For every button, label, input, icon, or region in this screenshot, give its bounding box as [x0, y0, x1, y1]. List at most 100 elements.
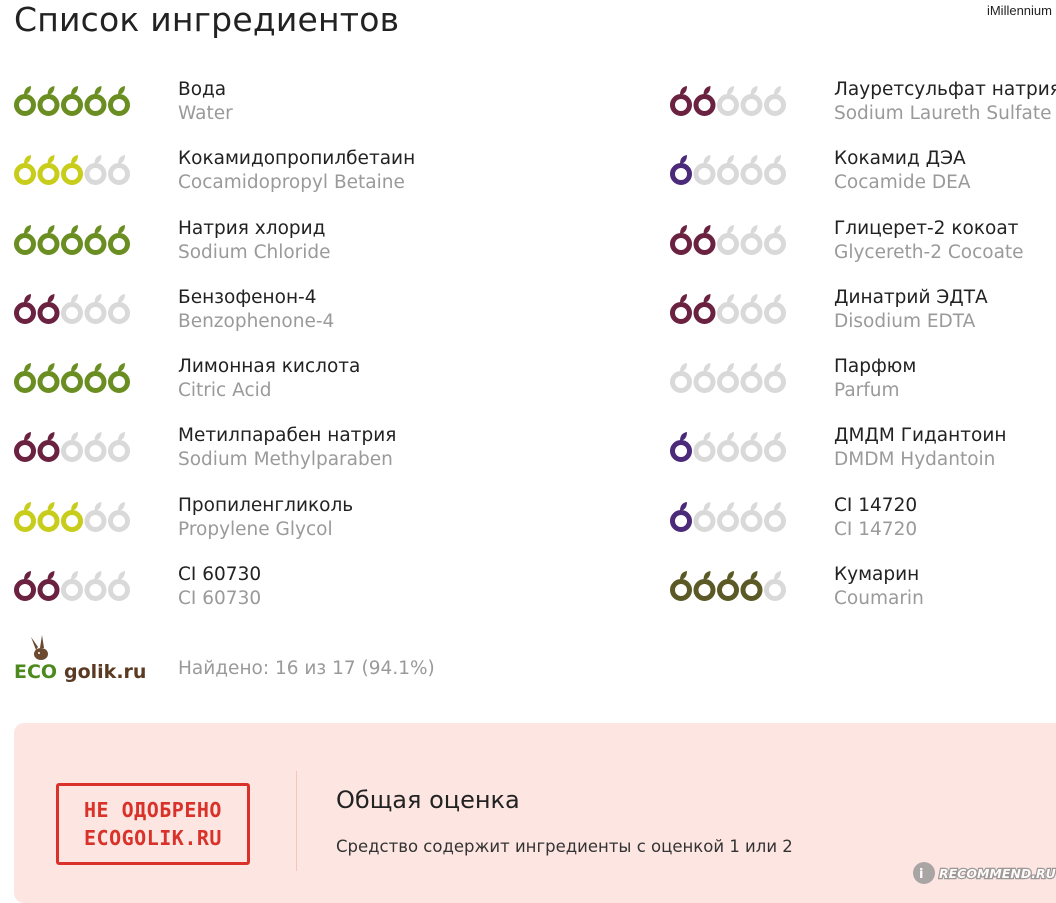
- rating-drop-filled-icon: [693, 293, 716, 324]
- ingredient-name-ru[interactable]: Динатрий ЭДТА: [834, 286, 988, 308]
- rating-drop-empty-icon: [61, 432, 83, 463]
- ingredient-name-en: Sodium Methylparaben: [178, 449, 393, 471]
- rating-drop-filled-icon: [37, 224, 60, 255]
- rating-icons: [670, 86, 786, 116]
- rating-drop-filled-icon: [670, 501, 692, 532]
- rating-drop-empty-icon: [764, 571, 786, 602]
- ingredient-name-ru[interactable]: Кокамидопропилбетаин: [178, 148, 416, 170]
- ingredient-name-ru[interactable]: Пропиленгликоль: [178, 494, 354, 516]
- rating-drop-empty-icon: [693, 363, 716, 394]
- rating-drop-filled-icon: [14, 155, 36, 186]
- author-watermark: iMillennium: [986, 3, 1052, 18]
- rating-drop-empty-icon: [84, 293, 107, 324]
- rating-drop-empty-icon: [764, 155, 786, 186]
- rating-drop-empty-icon: [740, 501, 763, 532]
- rating-icons: [670, 293, 786, 324]
- logo-golik-text: golik.ru: [64, 661, 146, 683]
- verdict-panel: НЕ ОДОБРЕНО ECOGOLIK.RU Общая оценка Сре…: [14, 723, 1056, 903]
- ingredient-name-ru[interactable]: CI 60730: [178, 564, 262, 586]
- ingredient-name-ru[interactable]: ДМДМ Гидантоин: [834, 425, 1007, 447]
- ingredient-name-ru[interactable]: CI 14720: [834, 494, 918, 516]
- rating-drop-empty-icon: [108, 501, 130, 532]
- ingredient-name-ru[interactable]: Парфюм: [834, 356, 917, 378]
- rating-drop-empty-icon: [108, 293, 130, 324]
- ingredient-name-ru[interactable]: Натрия хлорид: [178, 217, 326, 239]
- ingredient-name-ru[interactable]: Кокамид ДЭА: [834, 148, 966, 170]
- rating-drop-filled-icon: [84, 86, 107, 116]
- rating-icons: [14, 432, 130, 463]
- rating-drop-filled-icon: [61, 501, 83, 532]
- rating-icons: [14, 224, 130, 255]
- rating-drop-empty-icon: [740, 293, 763, 324]
- logo-eco-text: ECO: [14, 661, 57, 683]
- stamp-line-1: НЕ ОДОБРЕНО: [84, 798, 222, 822]
- ingredient-name-en: Glycereth-2 Cocoate: [834, 241, 1024, 263]
- watermark-text: RECOMMEND.RU: [939, 866, 1056, 881]
- rating-drop-filled-icon: [670, 86, 692, 116]
- rating-drop-empty-icon: [670, 363, 692, 394]
- ingredient-name-en: Benzophenone-4: [178, 310, 335, 332]
- rating-drop-filled-icon: [14, 571, 36, 602]
- rating-drop-filled-icon: [693, 86, 716, 116]
- rating-drop-empty-icon: [693, 155, 716, 186]
- ingredient-name-en: Sodium Laureth Sulfate: [834, 103, 1052, 124]
- rating-drop-filled-icon: [14, 363, 36, 394]
- recommend-watermark: i RECOMMEND.RU: [913, 862, 1056, 884]
- ingredient-name-en: Parfum: [834, 380, 900, 402]
- ingredient-name-en: Cocamidopropyl Betaine: [178, 172, 405, 194]
- ecogolik-logo[interactable]: ECO golik.ru: [14, 634, 154, 684]
- ingredient-name-en: Water: [178, 103, 233, 124]
- ingredient-name-en: Sodium Chloride: [178, 241, 331, 263]
- rating-drop-filled-icon: [670, 571, 692, 602]
- panel-divider: [296, 771, 297, 871]
- rating-icons: [14, 155, 130, 186]
- verdict-title: Общая оценка: [336, 786, 520, 814]
- rating-drop-filled-icon: [61, 363, 83, 394]
- found-count: Найдено: 16 из 17 (94.1%): [178, 658, 435, 679]
- rating-drop-empty-icon: [61, 571, 83, 602]
- rating-drop-filled-icon: [740, 571, 763, 602]
- rating-drop-filled-icon: [693, 224, 716, 255]
- rating-icons: [670, 571, 786, 602]
- rating-drop-empty-icon: [717, 224, 739, 255]
- verdict-description: Средство содержит ингредиенты с оценкой …: [336, 837, 793, 856]
- rating-drop-empty-icon: [717, 501, 739, 532]
- ingredient-name-en: CI 60730: [178, 588, 262, 610]
- rating-drop-empty-icon: [84, 432, 107, 463]
- ingredient-name-ru[interactable]: Кумарин: [834, 564, 920, 586]
- ingredient-name-ru[interactable]: Вода: [178, 79, 227, 100]
- ingredient-name-ru[interactable]: Метилпарабен натрия: [178, 425, 397, 447]
- rating-drop-empty-icon: [108, 155, 130, 186]
- rating-drop-empty-icon: [764, 432, 786, 463]
- rating-drop-filled-icon: [61, 155, 83, 186]
- rating-drop-empty-icon: [764, 86, 786, 116]
- ingredient-name-en: Cocamide DEA: [834, 172, 971, 194]
- rating-drop-empty-icon: [84, 501, 107, 532]
- rating-drop-empty-icon: [61, 293, 83, 324]
- rating-drop-empty-icon: [717, 293, 739, 324]
- rating-drop-empty-icon: [108, 432, 130, 463]
- rating-drop-empty-icon: [740, 224, 763, 255]
- rating-drop-filled-icon: [14, 432, 36, 463]
- page-title: Список ингредиентов: [14, 0, 400, 39]
- rating-drop-filled-icon: [670, 155, 692, 186]
- ingredient-name-en: Disodium EDTA: [834, 310, 976, 332]
- rating-drop-filled-icon: [37, 86, 60, 116]
- rating-drop-empty-icon: [717, 432, 739, 463]
- rating-drop-filled-icon: [14, 224, 36, 255]
- rating-drop-filled-icon: [37, 571, 60, 602]
- ingredient-name-ru[interactable]: Лауретсульфат натрия: [834, 79, 1056, 100]
- rating-drop-filled-icon: [670, 224, 692, 255]
- ingredient-name-ru[interactable]: Глицерет-2 кокоат: [834, 217, 1019, 239]
- ingredient-name-ru[interactable]: Бензофенон-4: [178, 286, 317, 308]
- rating-drop-filled-icon: [108, 363, 130, 394]
- rating-icons: [14, 363, 130, 394]
- rating-drop-filled-icon: [37, 363, 60, 394]
- rating-drop-empty-icon: [740, 155, 763, 186]
- rating-drop-filled-icon: [37, 293, 60, 324]
- rating-drop-filled-icon: [61, 86, 83, 116]
- rating-icons: [14, 501, 130, 532]
- ingredient-name-ru[interactable]: Лимонная кислота: [178, 356, 361, 378]
- rating-drop-filled-icon: [37, 155, 60, 186]
- rating-drop-empty-icon: [740, 432, 763, 463]
